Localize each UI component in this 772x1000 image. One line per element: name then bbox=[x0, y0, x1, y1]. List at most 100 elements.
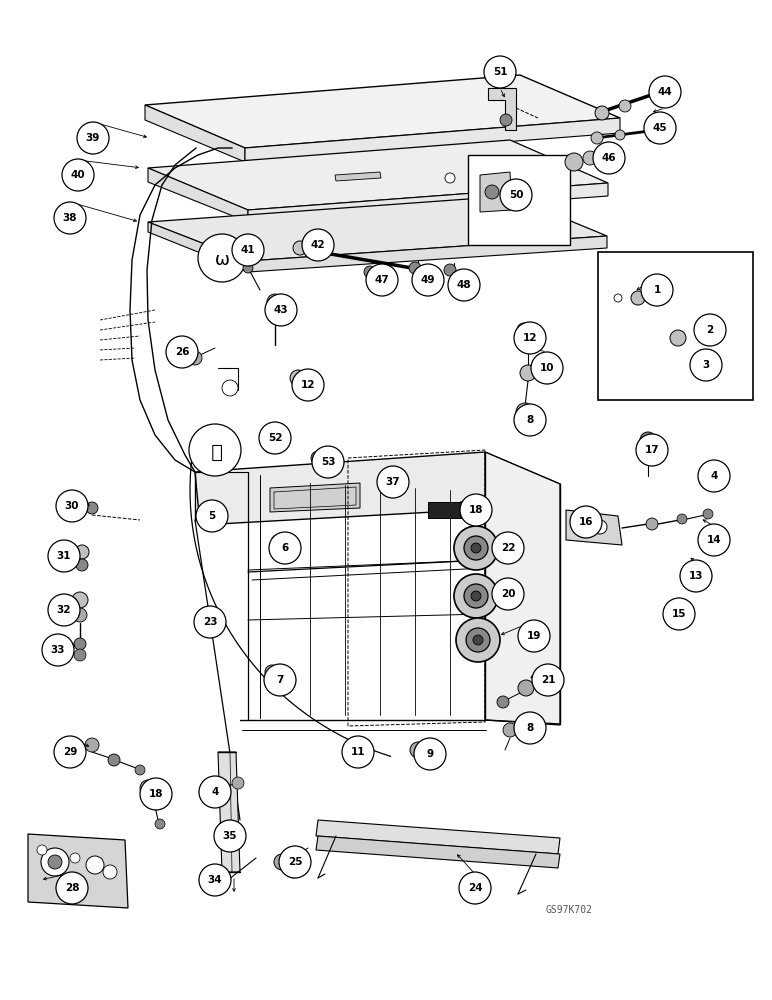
Circle shape bbox=[48, 855, 62, 869]
Circle shape bbox=[649, 76, 681, 108]
Circle shape bbox=[364, 266, 376, 278]
Circle shape bbox=[188, 351, 202, 365]
Circle shape bbox=[699, 473, 713, 487]
Circle shape bbox=[41, 848, 69, 876]
Circle shape bbox=[199, 776, 231, 808]
Polygon shape bbox=[28, 834, 128, 908]
Circle shape bbox=[413, 275, 423, 285]
Text: 4: 4 bbox=[710, 471, 718, 481]
Text: 3: 3 bbox=[703, 360, 709, 370]
Circle shape bbox=[471, 543, 481, 553]
Circle shape bbox=[377, 466, 409, 498]
Text: 38: 38 bbox=[63, 213, 77, 223]
Circle shape bbox=[76, 559, 88, 571]
Circle shape bbox=[259, 422, 291, 454]
Circle shape bbox=[37, 845, 47, 855]
Circle shape bbox=[614, 294, 622, 302]
Circle shape bbox=[460, 494, 492, 526]
Circle shape bbox=[265, 294, 297, 326]
Circle shape bbox=[615, 130, 625, 140]
Text: ⌒: ⌒ bbox=[209, 442, 221, 462]
Circle shape bbox=[198, 234, 246, 282]
Circle shape bbox=[593, 142, 625, 174]
Circle shape bbox=[571, 517, 585, 531]
Circle shape bbox=[520, 365, 536, 381]
Polygon shape bbox=[148, 196, 607, 261]
Text: 8: 8 bbox=[527, 415, 533, 425]
Polygon shape bbox=[145, 75, 620, 148]
Text: 25: 25 bbox=[288, 857, 303, 867]
Circle shape bbox=[264, 441, 276, 453]
Circle shape bbox=[497, 696, 509, 708]
Text: 35: 35 bbox=[223, 831, 237, 841]
Text: 49: 49 bbox=[421, 275, 435, 285]
Text: 26: 26 bbox=[174, 347, 189, 357]
Polygon shape bbox=[148, 168, 248, 222]
FancyBboxPatch shape bbox=[598, 252, 753, 400]
Circle shape bbox=[698, 524, 730, 556]
Circle shape bbox=[690, 349, 722, 381]
Text: 24: 24 bbox=[468, 883, 482, 893]
Text: 34: 34 bbox=[208, 875, 222, 885]
Circle shape bbox=[86, 856, 104, 874]
Text: 21: 21 bbox=[540, 675, 555, 685]
Circle shape bbox=[644, 112, 676, 144]
Circle shape bbox=[646, 518, 658, 530]
Polygon shape bbox=[428, 502, 462, 518]
FancyBboxPatch shape bbox=[468, 155, 570, 245]
Circle shape bbox=[531, 352, 563, 384]
Text: 15: 15 bbox=[672, 609, 686, 619]
Circle shape bbox=[641, 274, 673, 306]
Text: 44: 44 bbox=[658, 87, 672, 97]
Circle shape bbox=[466, 628, 490, 652]
Circle shape bbox=[414, 738, 446, 770]
Circle shape bbox=[500, 114, 512, 126]
Text: 41: 41 bbox=[241, 245, 256, 255]
Circle shape bbox=[214, 820, 246, 852]
Text: 7: 7 bbox=[276, 675, 283, 685]
Circle shape bbox=[196, 500, 228, 532]
Circle shape bbox=[492, 578, 524, 610]
Circle shape bbox=[319, 464, 331, 476]
Circle shape bbox=[514, 322, 546, 354]
Text: 11: 11 bbox=[350, 747, 365, 757]
Circle shape bbox=[232, 777, 244, 789]
Text: 18: 18 bbox=[149, 789, 163, 799]
Circle shape bbox=[524, 339, 536, 351]
Circle shape bbox=[409, 262, 421, 274]
Circle shape bbox=[703, 509, 713, 519]
Text: 17: 17 bbox=[645, 445, 659, 455]
Circle shape bbox=[155, 819, 165, 829]
Polygon shape bbox=[485, 452, 560, 725]
Circle shape bbox=[209, 516, 221, 528]
Text: 5: 5 bbox=[208, 511, 215, 521]
Circle shape bbox=[269, 312, 281, 324]
Text: 8: 8 bbox=[527, 723, 533, 733]
Circle shape bbox=[492, 532, 524, 564]
Circle shape bbox=[370, 280, 380, 290]
Text: 16: 16 bbox=[579, 517, 593, 527]
Circle shape bbox=[287, 866, 299, 878]
Polygon shape bbox=[316, 836, 560, 868]
Circle shape bbox=[311, 451, 325, 465]
Circle shape bbox=[73, 608, 87, 622]
Circle shape bbox=[70, 853, 80, 863]
Polygon shape bbox=[148, 222, 248, 272]
Text: 18: 18 bbox=[469, 505, 483, 515]
Circle shape bbox=[166, 336, 198, 368]
Text: 9: 9 bbox=[426, 749, 434, 759]
Text: 37: 37 bbox=[386, 477, 401, 487]
Circle shape bbox=[302, 229, 334, 261]
Text: 47: 47 bbox=[374, 275, 389, 285]
Text: 4: 4 bbox=[212, 787, 218, 797]
Circle shape bbox=[485, 185, 499, 199]
Circle shape bbox=[473, 635, 483, 645]
Polygon shape bbox=[245, 118, 620, 162]
Circle shape bbox=[48, 540, 80, 572]
Text: 33: 33 bbox=[51, 645, 66, 655]
Circle shape bbox=[312, 446, 344, 478]
Circle shape bbox=[518, 680, 534, 696]
Circle shape bbox=[663, 93, 673, 103]
Circle shape bbox=[459, 872, 491, 904]
Circle shape bbox=[272, 678, 284, 690]
